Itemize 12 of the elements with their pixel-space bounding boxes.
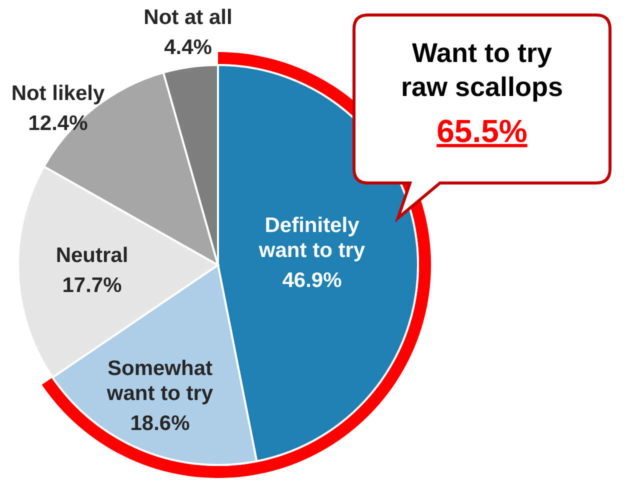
- slice-label: Definitely want to try: [258, 214, 366, 262]
- data-label: 46.9%: [282, 269, 342, 292]
- data-label: 18.6%: [130, 412, 190, 435]
- slice-label: Somewhat want to try: [106, 357, 214, 405]
- slice-label: Neutral: [56, 244, 128, 267]
- data-label: 12.4%: [28, 112, 88, 135]
- data-label: 4.4%: [164, 36, 212, 59]
- text: 65.5%: [436, 113, 528, 149]
- text: Want to try raw scallops: [400, 38, 564, 102]
- data-label: 17.7%: [62, 274, 122, 297]
- slice-label: Not at all: [144, 6, 232, 29]
- slice-label: Not likely: [11, 82, 105, 105]
